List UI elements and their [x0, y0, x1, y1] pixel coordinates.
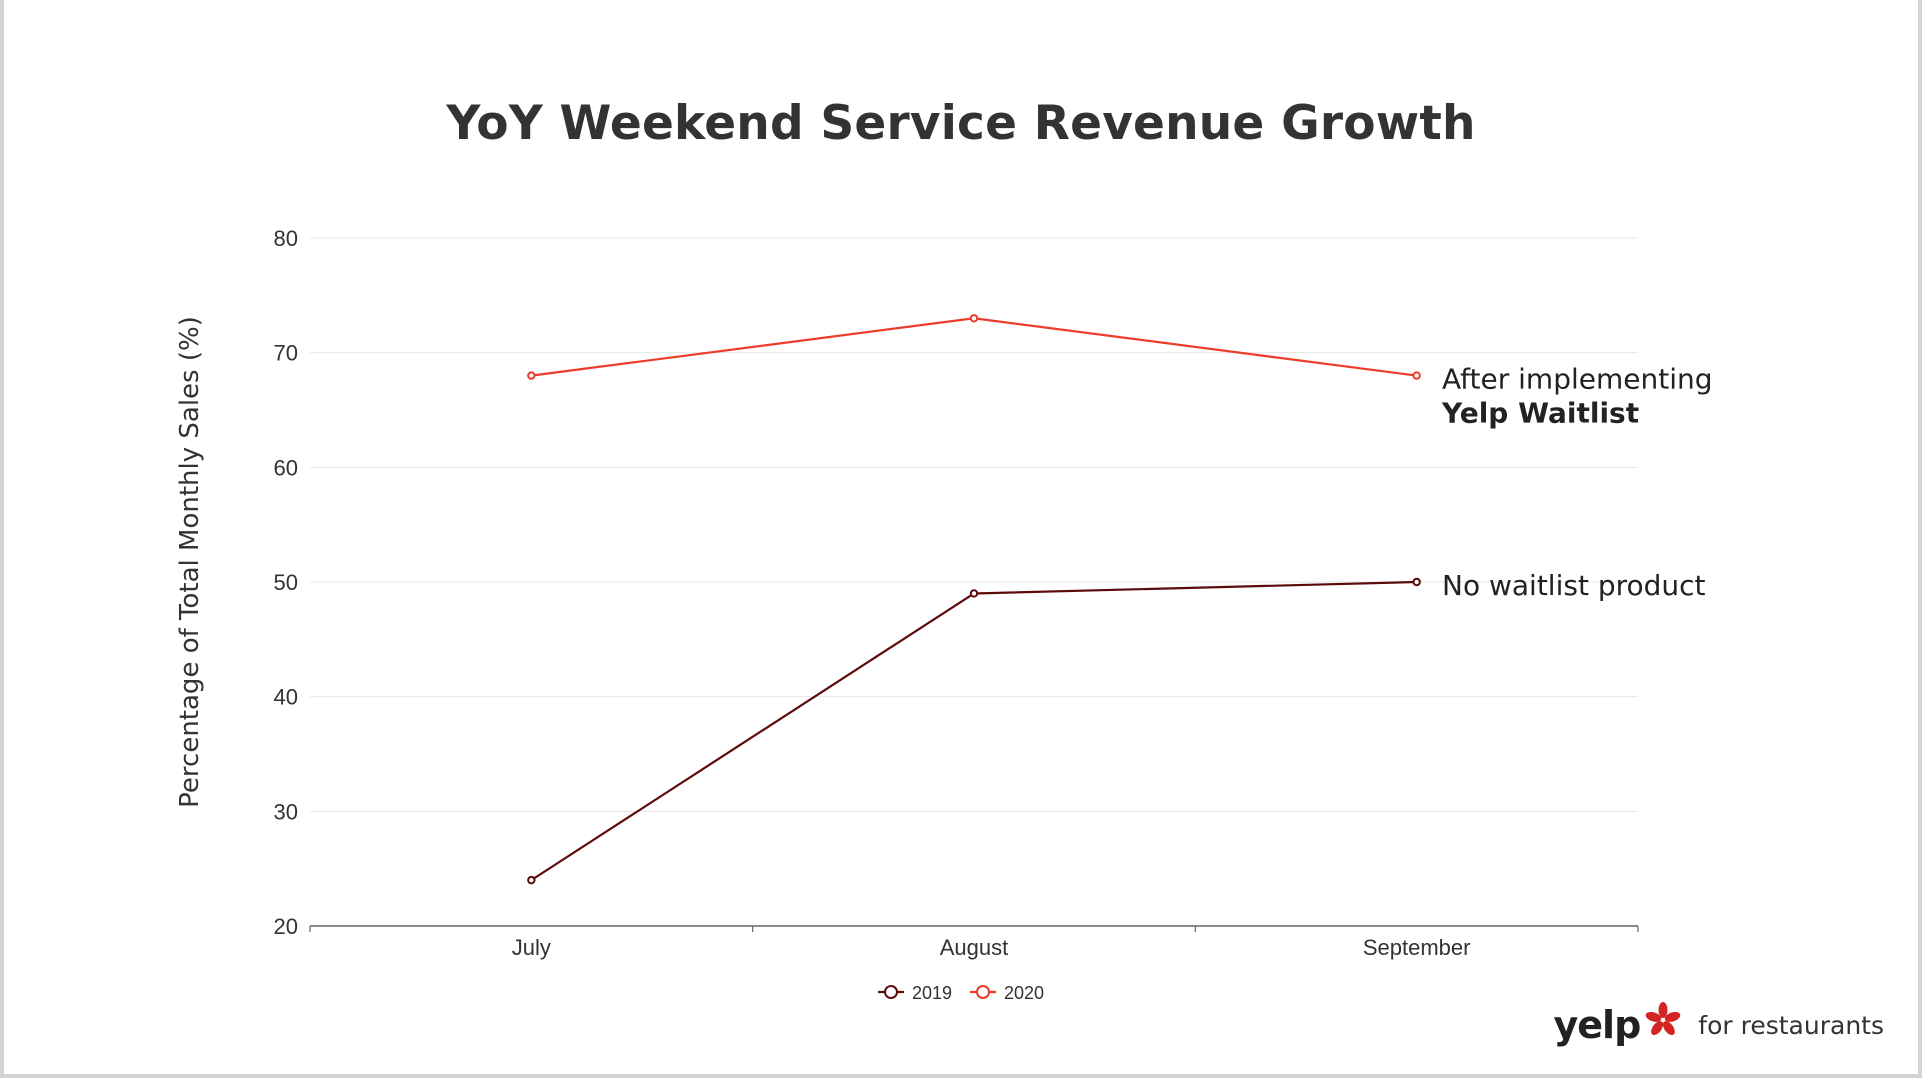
x-tick-label: September [1363, 935, 1471, 960]
x-tick-label: August [940, 935, 1009, 960]
chart-title: YoY Weekend Service Revenue Growth [446, 96, 1476, 151]
burst-petal [1658, 1002, 1668, 1018]
y-tick-label: 60 [274, 455, 298, 480]
yelp-wordmark: yelp [1553, 1003, 1642, 1047]
annotation-text: After implementing [1442, 363, 1713, 396]
legend-label-2020: 2020 [1004, 983, 1044, 1003]
burst-petal [1665, 1011, 1681, 1022]
window-frame-bottom [0, 1074, 1922, 1078]
data-point-2019 [969, 589, 979, 598]
yelp-brand-logo: yelp for restaurants [1554, 1000, 1884, 1050]
y-tick-label: 80 [274, 226, 298, 251]
legend-label-2019: 2019 [912, 983, 952, 1003]
y-tick-label: 70 [274, 341, 298, 366]
y-tick-label: 50 [274, 570, 298, 595]
series-line-2019 [530, 580, 1417, 882]
yelp-burst-icon [1646, 1002, 1681, 1036]
annotation-text: Yelp Waitlist [1441, 397, 1639, 430]
data-point-2020 [1412, 371, 1421, 380]
y-tick-label: 40 [274, 685, 298, 710]
data-point-2019 [1412, 577, 1421, 587]
data-point-2020 [969, 314, 979, 323]
y-tick-label: 30 [274, 799, 298, 824]
data-point-2019 [527, 875, 536, 885]
y-axis-title: Percentage of Total Monthly Sales (%) [175, 316, 205, 808]
legend-swatch-marker [976, 985, 990, 999]
window-frame-left [0, 0, 4, 1078]
legend-swatch-marker [884, 985, 898, 999]
window-frame-right [1918, 0, 1922, 1078]
x-tick-label: July [512, 935, 551, 960]
y-tick-label: 20 [274, 914, 298, 939]
brand-tagline: for restaurants [1698, 1010, 1884, 1040]
data-point-2020 [527, 371, 536, 380]
burst-petal [1663, 1021, 1676, 1036]
burst-petal [1646, 1011, 1662, 1022]
annotation-text: No waitlist product [1442, 569, 1706, 602]
series-line-2020 [531, 317, 1417, 377]
burst-petal [1651, 1021, 1664, 1036]
